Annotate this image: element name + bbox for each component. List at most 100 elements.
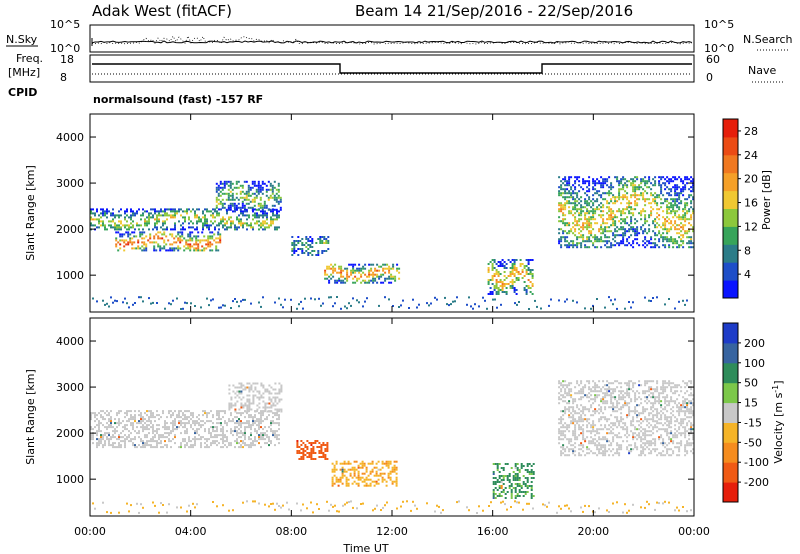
- echo-cell: [170, 416, 172, 419]
- echo-cell: [600, 388, 603, 391]
- echo-cell: [326, 442, 329, 444]
- echo-cell: [279, 208, 282, 211]
- echo-cell: [369, 462, 372, 465]
- echo-cell: [260, 412, 262, 415]
- echo-cell: [634, 208, 637, 211]
- echo-cell: [229, 182, 232, 185]
- echo-cell: [606, 438, 609, 441]
- echo-cell: [251, 192, 254, 195]
- echo-cell: [646, 430, 649, 433]
- echo-cell: [572, 190, 575, 193]
- echo-cell: [658, 176, 661, 179]
- echo-cell: [156, 424, 158, 427]
- echo-cell: [616, 200, 619, 203]
- echo-cell: [564, 390, 567, 393]
- echo-cell: [584, 226, 587, 229]
- echo-cell: [326, 273, 329, 276]
- echo-cell: [636, 438, 639, 441]
- echo-cell: [512, 487, 515, 489]
- echo-cell: [502, 467, 505, 469]
- echo-cell: [96, 434, 98, 437]
- echo-cell: [189, 249, 192, 252]
- echo-cell: [610, 426, 613, 429]
- echo-cell: [278, 408, 281, 411]
- echo-cell: [195, 249, 198, 252]
- echo-cell: [586, 436, 589, 439]
- echo-cell: [578, 426, 581, 429]
- echo-cell: [189, 243, 192, 246]
- echo-cell: [332, 265, 335, 268]
- power-echoes: [90, 176, 695, 310]
- echo-cell: [354, 263, 357, 266]
- echo-cell: [572, 430, 575, 433]
- echo-cell: [614, 422, 617, 425]
- echo-cell: [658, 184, 661, 187]
- echo-cell: [560, 382, 563, 385]
- echo-cell: [666, 212, 669, 215]
- echo-cell: [342, 279, 345, 282]
- echo-cell: [626, 428, 629, 431]
- echo-cell: [207, 243, 210, 246]
- echo-cell: [562, 380, 565, 383]
- echo-cell: [600, 446, 603, 449]
- echo-cell: [118, 442, 120, 445]
- echo-cell: [596, 208, 599, 211]
- echo-cell: [526, 465, 529, 467]
- echo-cell: [273, 186, 276, 189]
- echo-cell: [380, 273, 383, 276]
- echo-cell: [626, 382, 629, 385]
- echo-cell: [170, 422, 172, 425]
- echo-cell: [353, 466, 356, 469]
- echo-cell: [102, 212, 104, 215]
- echo-cell: [608, 382, 611, 385]
- echo-cell: [598, 390, 601, 393]
- echo-cell: [312, 446, 315, 448]
- echo-cell: [632, 240, 635, 243]
- echo-cell: [246, 382, 249, 385]
- echo-cell: [123, 245, 126, 248]
- echo-cell: [210, 434, 212, 437]
- echo-cell: [217, 231, 220, 234]
- echo-cell: [240, 420, 242, 423]
- echo-cell: [204, 412, 206, 415]
- echo-cell: [248, 404, 251, 407]
- echo-cell: [600, 424, 603, 427]
- echo-cell: [526, 477, 529, 479]
- echo-cell: [184, 444, 186, 447]
- echo-cell: [374, 279, 377, 282]
- echo-cell: [564, 196, 567, 199]
- echo-cell: [102, 444, 104, 447]
- echo-cell: [226, 222, 228, 225]
- echo-cell: [564, 202, 567, 205]
- echo-cell: [257, 180, 260, 183]
- echo-cell: [650, 214, 653, 217]
- echo-cell: [196, 226, 198, 229]
- echo-cell: [202, 226, 204, 229]
- echo-cell: [274, 396, 277, 399]
- echo-cell: [526, 481, 529, 483]
- echo-cell: [610, 244, 613, 247]
- echo-cell: [618, 208, 621, 211]
- echo-cell: [652, 428, 655, 431]
- echo-cell: [638, 198, 641, 201]
- echo-cell: [152, 416, 154, 419]
- echo-cell: [494, 487, 497, 489]
- echo-cell: [572, 410, 575, 413]
- echo-cell: [692, 242, 695, 245]
- echo-cell: [656, 400, 659, 403]
- echo-cell: [644, 200, 647, 203]
- echo-cell: [225, 198, 228, 201]
- echo-cell: [636, 410, 639, 413]
- echo-cell: [628, 386, 631, 389]
- echo-cell: [196, 228, 198, 231]
- echo-cell: [674, 184, 677, 187]
- echo-cell: [345, 482, 348, 485]
- echo-cell: [630, 208, 633, 211]
- echo-cell: [240, 432, 242, 435]
- echo-cell: [360, 267, 363, 270]
- echo-cell: [277, 184, 280, 187]
- echo-cell: [638, 188, 641, 191]
- echo-cell: [246, 398, 249, 401]
- echo-cell: [269, 184, 272, 187]
